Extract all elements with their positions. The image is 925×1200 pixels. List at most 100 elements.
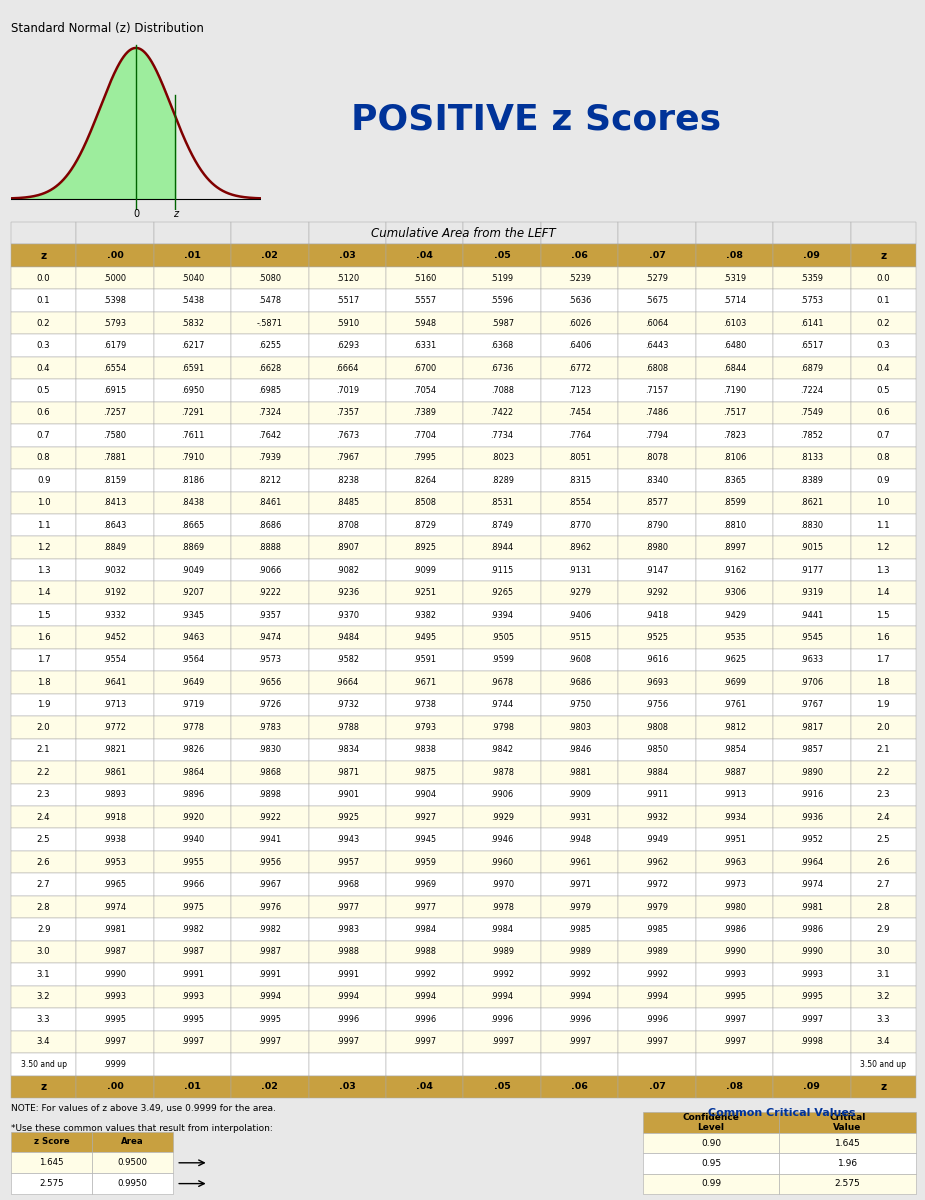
FancyBboxPatch shape: [76, 604, 154, 626]
Text: 3.1: 3.1: [37, 970, 51, 979]
FancyBboxPatch shape: [154, 964, 231, 985]
Text: .8907: .8907: [336, 544, 359, 552]
FancyBboxPatch shape: [541, 985, 618, 1008]
FancyBboxPatch shape: [851, 806, 916, 828]
Text: Cumulative Area from the LEFT: Cumulative Area from the LEFT: [371, 227, 556, 240]
Text: .04: .04: [416, 1082, 433, 1091]
FancyBboxPatch shape: [11, 581, 76, 604]
Text: .9082: .9082: [336, 565, 359, 575]
Text: z Score: z Score: [33, 1138, 69, 1146]
Text: .5753: .5753: [800, 296, 823, 305]
FancyBboxPatch shape: [851, 536, 916, 559]
Text: 3.3: 3.3: [876, 1015, 890, 1024]
Text: .9986: .9986: [723, 925, 746, 934]
Text: 1.0: 1.0: [876, 498, 890, 508]
FancyBboxPatch shape: [309, 312, 386, 335]
Text: .7291: .7291: [180, 408, 204, 418]
Text: .9938: .9938: [104, 835, 127, 844]
FancyBboxPatch shape: [618, 784, 696, 806]
Text: .7734: .7734: [490, 431, 513, 440]
FancyBboxPatch shape: [541, 559, 618, 581]
FancyBboxPatch shape: [618, 492, 696, 514]
FancyBboxPatch shape: [541, 266, 618, 289]
Text: .9357: .9357: [258, 611, 281, 619]
FancyBboxPatch shape: [696, 245, 773, 266]
FancyBboxPatch shape: [11, 1174, 92, 1194]
Text: .8485: .8485: [336, 498, 359, 508]
FancyBboxPatch shape: [696, 964, 773, 985]
FancyBboxPatch shape: [386, 784, 463, 806]
FancyBboxPatch shape: [851, 469, 916, 492]
Text: .9591: .9591: [413, 655, 437, 665]
Text: .7642: .7642: [258, 431, 281, 440]
FancyBboxPatch shape: [76, 379, 154, 402]
Text: .6480: .6480: [722, 341, 746, 350]
FancyBboxPatch shape: [231, 559, 309, 581]
Text: .6368: .6368: [490, 341, 513, 350]
Text: .9699: .9699: [723, 678, 746, 686]
Text: 0.6: 0.6: [37, 408, 51, 418]
Text: .7580: .7580: [104, 431, 127, 440]
FancyBboxPatch shape: [618, 626, 696, 649]
Text: 2.2: 2.2: [37, 768, 51, 776]
Text: 0.6: 0.6: [876, 408, 890, 418]
Text: .9960: .9960: [490, 858, 513, 866]
FancyBboxPatch shape: [463, 828, 541, 851]
FancyBboxPatch shape: [773, 222, 851, 245]
Text: .6179: .6179: [104, 341, 127, 350]
Text: 0.99: 0.99: [701, 1180, 722, 1188]
Text: .9967: .9967: [258, 880, 281, 889]
FancyBboxPatch shape: [618, 446, 696, 469]
FancyBboxPatch shape: [773, 694, 851, 716]
Text: .7123: .7123: [568, 386, 591, 395]
FancyBboxPatch shape: [309, 492, 386, 514]
FancyBboxPatch shape: [386, 266, 463, 289]
FancyBboxPatch shape: [851, 896, 916, 918]
FancyBboxPatch shape: [618, 828, 696, 851]
FancyBboxPatch shape: [773, 941, 851, 964]
Text: .9599: .9599: [490, 655, 513, 665]
Text: .9901: .9901: [336, 791, 359, 799]
FancyBboxPatch shape: [463, 266, 541, 289]
Text: .9834: .9834: [336, 745, 359, 755]
Text: .8749: .8749: [490, 521, 513, 529]
Text: .02: .02: [262, 251, 278, 260]
Text: .9861: .9861: [104, 768, 127, 776]
FancyBboxPatch shape: [231, 581, 309, 604]
Text: .7257: .7257: [104, 408, 127, 418]
FancyBboxPatch shape: [11, 604, 76, 626]
FancyBboxPatch shape: [643, 1174, 779, 1194]
FancyBboxPatch shape: [231, 604, 309, 626]
Text: .5987: .5987: [490, 318, 513, 328]
FancyBboxPatch shape: [618, 964, 696, 985]
FancyBboxPatch shape: [386, 626, 463, 649]
FancyBboxPatch shape: [11, 379, 76, 402]
FancyBboxPatch shape: [696, 941, 773, 964]
FancyBboxPatch shape: [851, 626, 916, 649]
Text: 0.1: 0.1: [876, 296, 890, 305]
FancyBboxPatch shape: [851, 312, 916, 335]
FancyBboxPatch shape: [696, 1008, 773, 1031]
Text: Common Critical Values: Common Critical Values: [708, 1108, 856, 1117]
FancyBboxPatch shape: [231, 806, 309, 828]
FancyBboxPatch shape: [11, 424, 76, 446]
FancyBboxPatch shape: [309, 874, 386, 896]
FancyBboxPatch shape: [309, 1054, 386, 1075]
FancyBboxPatch shape: [851, 649, 916, 671]
FancyBboxPatch shape: [851, 492, 916, 514]
FancyBboxPatch shape: [773, 649, 851, 671]
Text: 2.575: 2.575: [39, 1180, 64, 1188]
FancyBboxPatch shape: [773, 716, 851, 739]
FancyBboxPatch shape: [696, 784, 773, 806]
Text: .7088: .7088: [490, 386, 513, 395]
FancyBboxPatch shape: [386, 559, 463, 581]
FancyBboxPatch shape: [773, 335, 851, 356]
Text: .9505: .9505: [490, 634, 513, 642]
Text: .8708: .8708: [336, 521, 359, 529]
FancyBboxPatch shape: [154, 1008, 231, 1031]
FancyBboxPatch shape: [154, 626, 231, 649]
Text: .9994: .9994: [490, 992, 513, 1002]
Text: .9994: .9994: [568, 992, 591, 1002]
Text: .5398: .5398: [104, 296, 127, 305]
FancyBboxPatch shape: [231, 964, 309, 985]
